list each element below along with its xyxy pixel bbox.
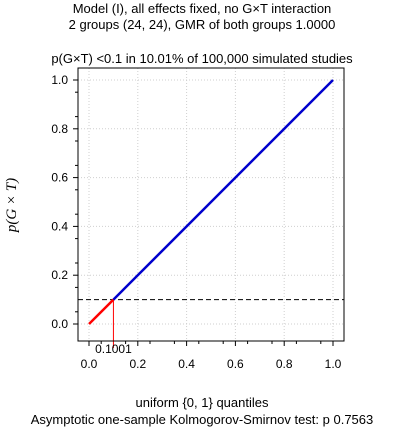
x-tick-label: 0.6 <box>227 357 244 371</box>
plot-frame <box>77 67 345 342</box>
y-tick-label: 0.2 <box>51 268 68 282</box>
chart-subtitle: p(G×T) <0.1 in 10.01% of 100,000 simulat… <box>51 51 353 66</box>
chart-title-line-1: Model (I), all effects fixed, no G×T int… <box>72 1 332 16</box>
y-tick-label: 1.0 <box>51 73 68 87</box>
x-tick-label: 0.8 <box>276 357 293 371</box>
y-tick-label: 0.6 <box>51 171 68 185</box>
x-tick-label: 0.0 <box>81 357 98 371</box>
x-axis-title: uniform {0, 1} quantiles <box>135 395 269 410</box>
x-tick-label: 0.4 <box>178 357 195 371</box>
crossing-label: 0.1001 <box>95 342 132 356</box>
ks-test-result: Asymptotic one-sample Kolmogorov-Smirnov… <box>30 412 374 427</box>
x-tick-label: 0.2 <box>129 357 146 371</box>
y-tick-label: 0.0 <box>51 317 68 331</box>
y-axis-title: p(G × T) <box>4 178 20 233</box>
x-tick-label: 1.0 <box>325 357 342 371</box>
axis-layer: 0.0 0.2 0.4 0.6 0.8 1.0 0.0 0.2 0.4 0.6 0.8 1.0 p(G … <box>4 73 342 371</box>
grid-layer <box>78 68 344 341</box>
series-line-above-threshold <box>112 79 334 301</box>
y-tick-label: 0.8 <box>51 122 68 136</box>
series-line-below-threshold <box>88 298 115 325</box>
series-layer <box>88 79 334 325</box>
y-tick-label: 0.4 <box>51 219 68 233</box>
reference-layer: 0.1001 <box>78 299 344 356</box>
chart-title-line-2: 2 groups (24, 24), GMR of both groups 1.… <box>68 17 336 32</box>
